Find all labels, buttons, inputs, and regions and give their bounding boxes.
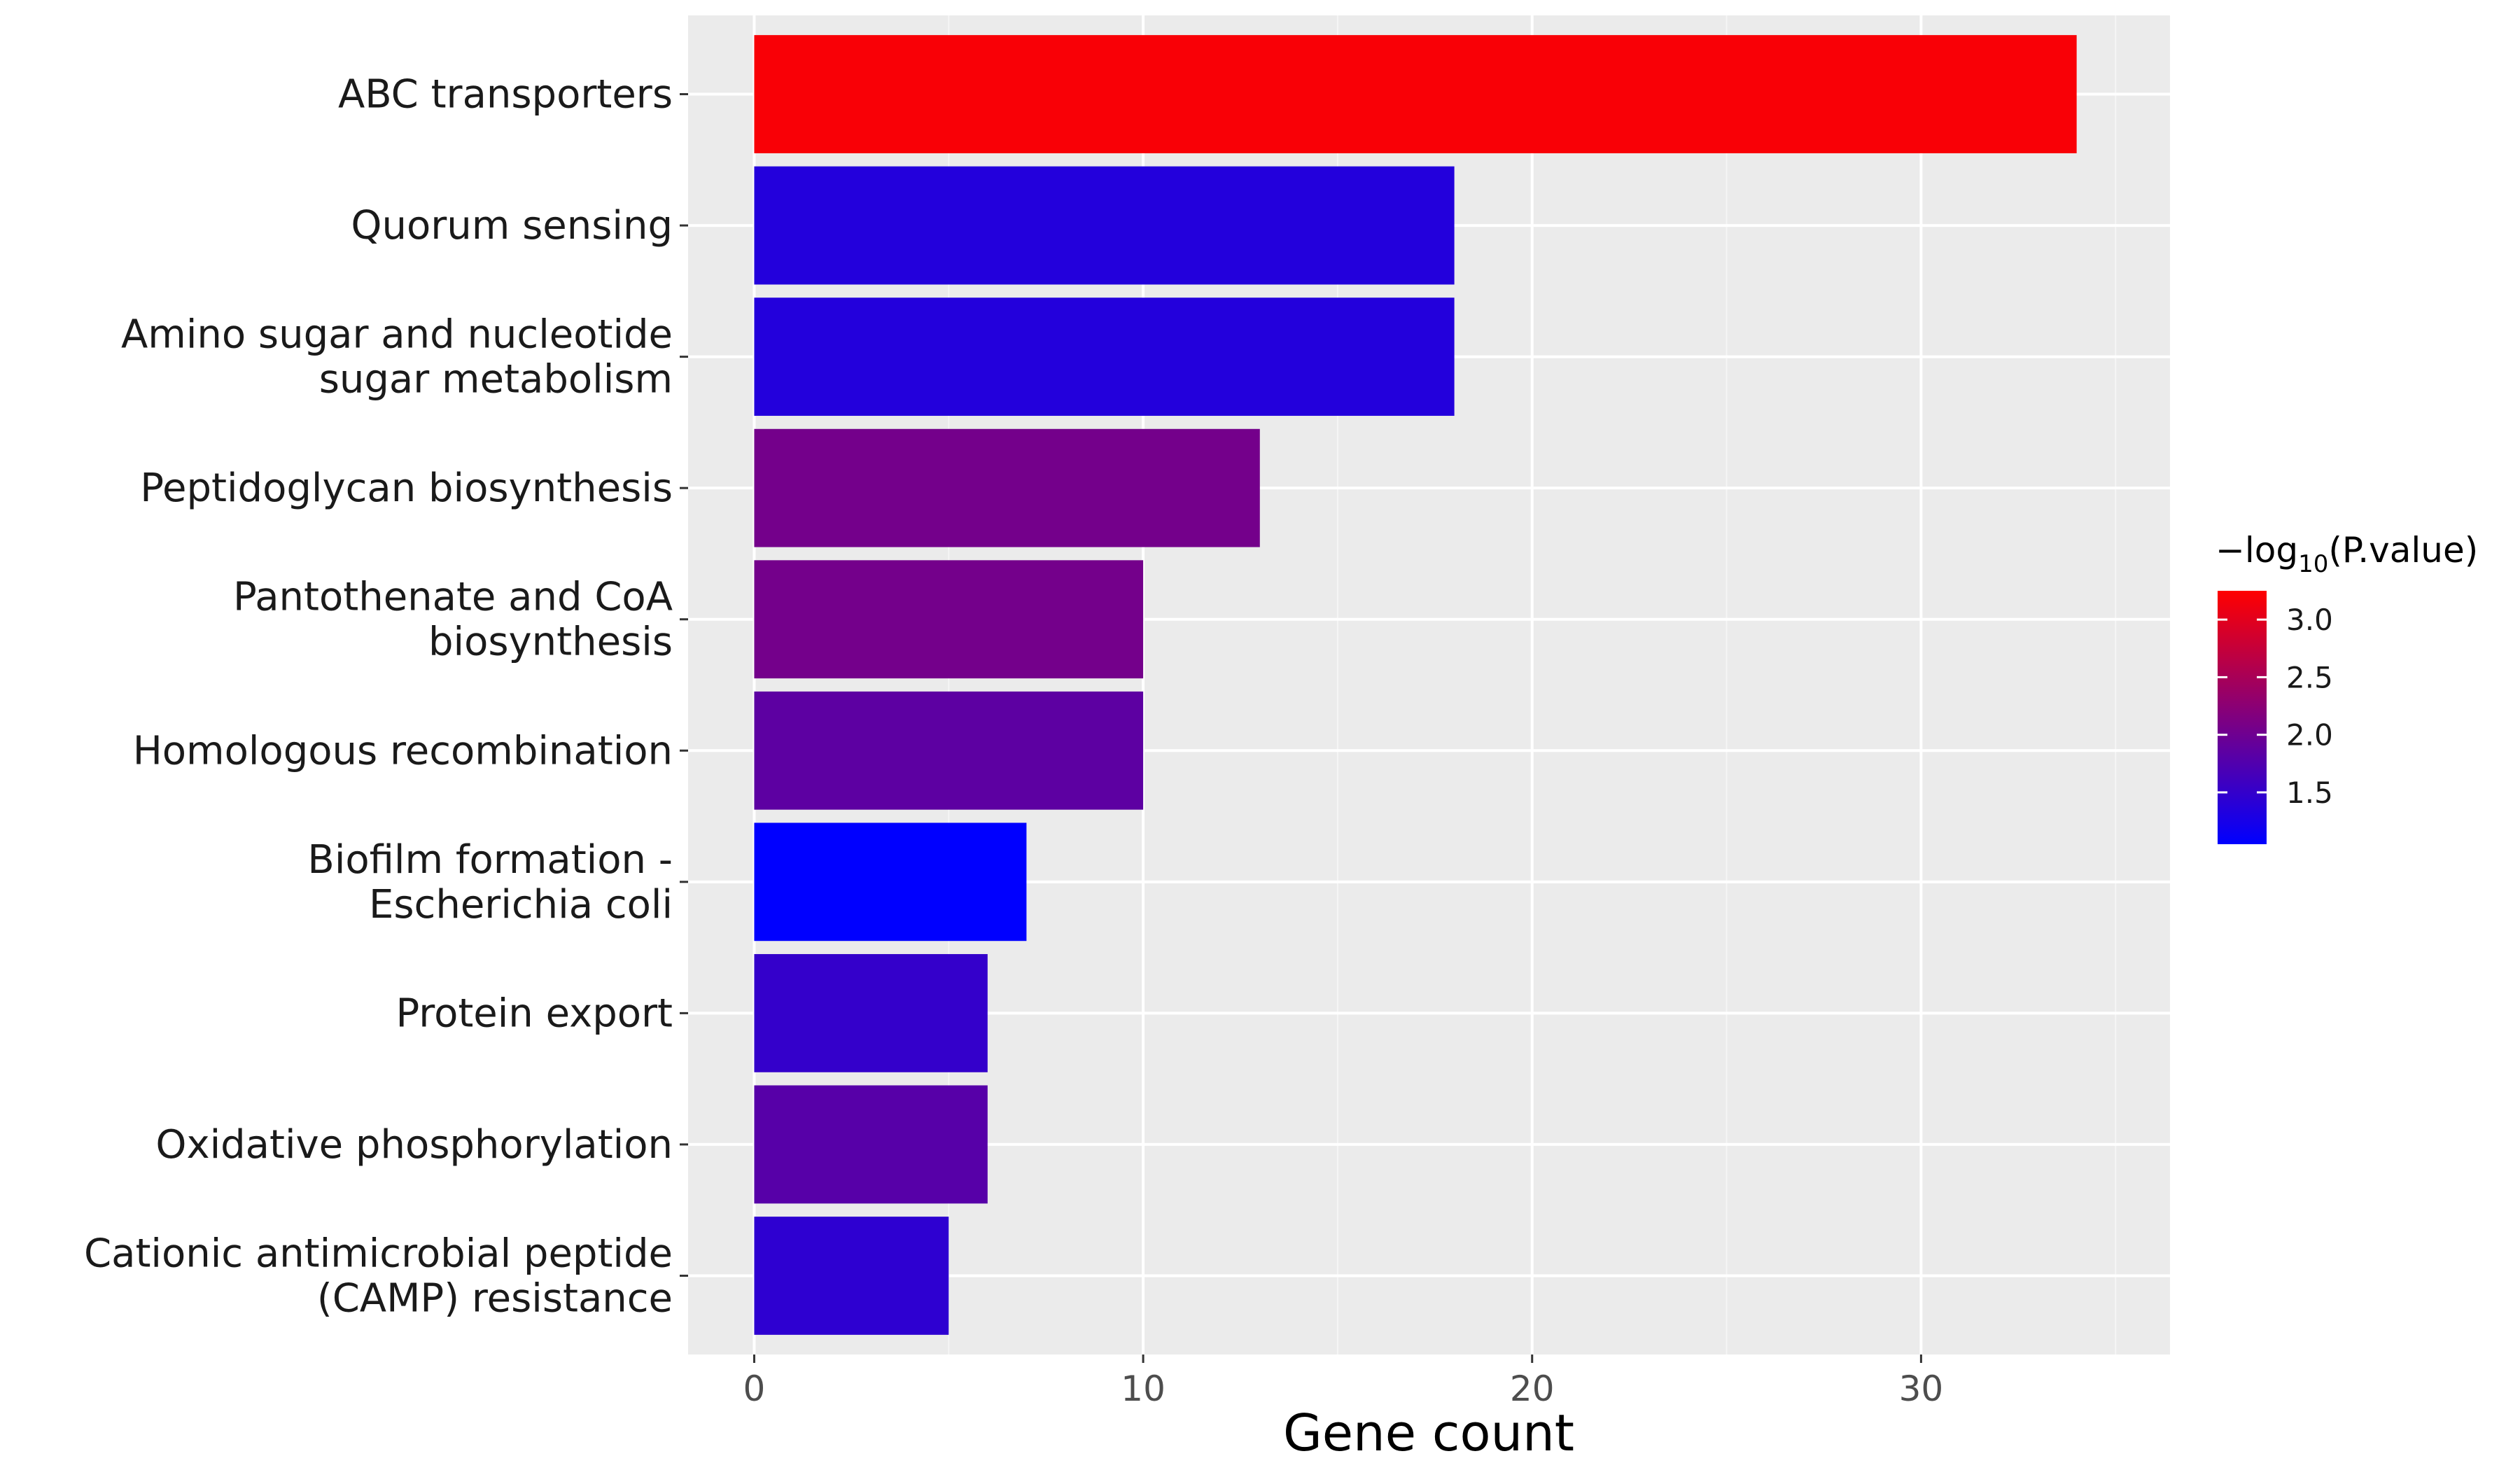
bar (754, 298, 1455, 416)
category-label: Peptidoglycan biosynthesis (140, 465, 673, 511)
legend-tick-label: 2.5 (2286, 660, 2333, 694)
category-label: Pantothenate and CoA biosynthesis (233, 575, 673, 665)
category-label: ABC transporters (338, 72, 673, 118)
category-label: Quorum sensing (351, 203, 673, 248)
bar (754, 822, 1027, 941)
legend-ticks: 3.0 2.5 2.0 1.5 (2218, 603, 2333, 810)
x-axis: 0 10 20 30 (743, 1354, 1944, 1409)
category-label: Homologous recombination (133, 728, 673, 774)
legend: −log10(P.value) 3.0 2.5 2.0 1.5 (2216, 530, 2478, 844)
bars (754, 35, 2077, 1335)
category-label: Protein export (396, 990, 673, 1036)
bar (754, 35, 2077, 153)
legend-tick-label: 3.0 (2286, 603, 2333, 637)
bar (754, 691, 1144, 810)
x-tick-label: 20 (1510, 1368, 1555, 1409)
y-axis: ABC transporters Quorum sensing Amino suga… (84, 72, 688, 1321)
category-label: Oxidative phosphorylation (155, 1122, 673, 1168)
category-label: Cationic antimicrobial peptide (CAMP) res… (84, 1231, 673, 1321)
x-axis-title: Gene count (1283, 1404, 1574, 1462)
x-tick-label: 0 (743, 1368, 766, 1409)
bar (754, 428, 1260, 547)
category-label: Biofilm formation -Escherichia coli (307, 837, 673, 927)
bar (754, 1085, 988, 1204)
legend-title-main: −log (2216, 530, 2298, 570)
legend-colorbar (2218, 591, 2267, 844)
x-tick-label: 30 (1899, 1368, 1944, 1409)
legend-title-sub: 10 (2298, 550, 2328, 578)
bar (754, 560, 1144, 679)
bar (754, 166, 1455, 285)
bar (754, 1217, 949, 1335)
category-label: Amino sugar and nucleotide sugar metaboli… (121, 312, 673, 402)
x-tick-label: 10 (1121, 1368, 1166, 1409)
legend-tick-label: 2.0 (2286, 718, 2333, 752)
legend-tick-label: 1.5 (2286, 776, 2333, 810)
bar (754, 953, 988, 1072)
legend-title: −log10(P.value) (2216, 530, 2478, 578)
legend-title-rest: (P.value) (2328, 530, 2478, 570)
